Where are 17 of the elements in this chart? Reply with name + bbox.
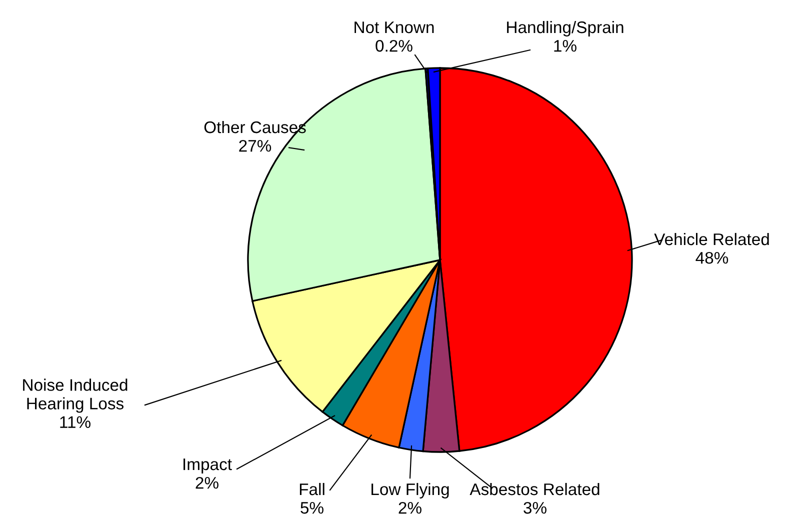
data-label: 11% [60,416,90,428]
slice-label: Vehicle Related [654,232,769,246]
slice-label: Not Known [354,22,434,34]
data-label: 27% [239,140,272,152]
slice-label: Asbestos Related [470,482,600,496]
slice-label: Handling/Sprain [507,20,624,36]
data-label: 1% [554,40,576,52]
data-label: 48% [696,252,728,264]
slice-label: Noise Induced Hearing Loss [23,378,128,413]
data-label: 2% [196,476,218,489]
data-label: 0.2% [376,40,412,52]
data-label: 3% [524,502,546,514]
slice-label: Low Flying [372,482,449,498]
data-label: 2% [398,502,422,514]
data-label: 5% [300,502,324,514]
slice-label: Fall [300,482,324,496]
slice-label: Impact [184,458,232,474]
